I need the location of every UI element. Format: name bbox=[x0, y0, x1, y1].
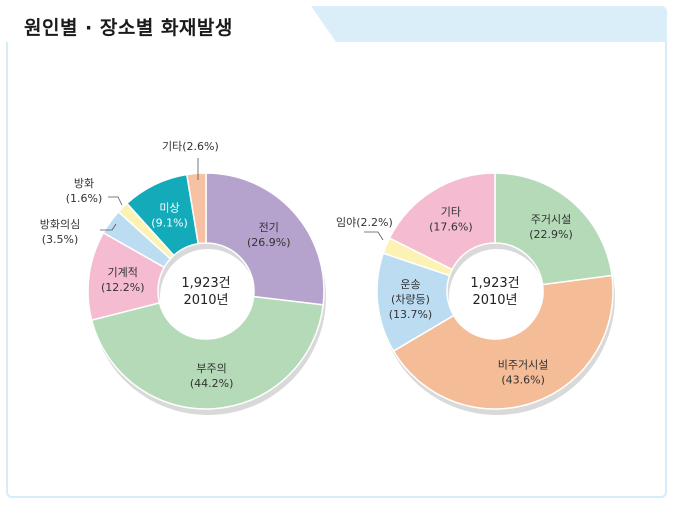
donut-2-slice-1 bbox=[494, 172, 613, 286]
donut-2-pct-5: (17.6%) bbox=[429, 221, 473, 234]
donut-1-label-6: 미상 bbox=[159, 201, 179, 214]
donut-2-leader-4 bbox=[364, 231, 384, 241]
page-title: 원인별 · 장소별 화재발생 bbox=[24, 17, 233, 39]
donut-2-center-year: 2010년 bbox=[472, 293, 517, 308]
donut-1-leader-4 bbox=[100, 223, 117, 231]
donut-1-pct-6: (9.1%) bbox=[151, 216, 188, 229]
donut-1-slice-7 bbox=[185, 172, 207, 245]
title-tab bbox=[6, 6, 336, 42]
donut-1-pct-4: (3.5%) bbox=[42, 233, 79, 246]
donut-2-pct-2: (43.6%) bbox=[501, 373, 545, 386]
donut-1-label-3: 기계적 bbox=[108, 266, 138, 279]
donut-1-pct-5: (1.6%) bbox=[66, 192, 103, 205]
donut-2-sublabel-3: (차량등) bbox=[391, 293, 430, 306]
donut-2-label-5: 기타 bbox=[441, 206, 461, 219]
donut-1-label-4: 방화의심 bbox=[40, 218, 80, 231]
donut-2-center-count: 1,923건 bbox=[470, 276, 519, 291]
donut-1-label-2: 부주의 bbox=[196, 362, 226, 375]
donut-1-label-7: 기타(2.6%) bbox=[162, 140, 219, 153]
donut-2-label-3: 운송 bbox=[400, 278, 420, 291]
donut-2-slice-5 bbox=[388, 172, 496, 271]
donut-1-center-count: 1,923건 bbox=[181, 276, 230, 291]
donut-1-pct-3: (12.2%) bbox=[101, 281, 145, 294]
donut-2-slice-2 bbox=[392, 274, 614, 410]
donut-chart-1: 전기 (26.9%) 부주의 (44.2%) 기계적 (12.2%) 방화의심 (3.5%) 방… bbox=[40, 140, 326, 415]
donut-1-leader-5 bbox=[108, 196, 123, 206]
donut-2-pct-3: (13.7%) bbox=[389, 308, 433, 321]
donut-1-slice-2 bbox=[90, 295, 325, 410]
donut-2-pct-1: (22.9%) bbox=[529, 228, 573, 241]
donut-chart-2: 주거시설 (22.9%) 비주거시설 (43.6%) 운송 (차량등) (13.7%) 임야(… bbox=[336, 172, 615, 416]
donut-1-pct-2: (44.2%) bbox=[190, 377, 234, 390]
donut-2-label-2: 비주거시설 bbox=[498, 358, 549, 371]
donut-1-label-5: 방화 bbox=[74, 177, 94, 190]
donut-2-label-1: 주거시설 bbox=[531, 213, 571, 226]
donut-1-center-year: 2010년 bbox=[183, 293, 228, 308]
donut-1-slice-1 bbox=[205, 172, 325, 306]
donut-1-pct-1: (26.9%) bbox=[247, 236, 291, 249]
donut-1-label-1: 전기 bbox=[259, 221, 279, 234]
donut-2-label-4: 임야(2.2%) bbox=[336, 216, 393, 229]
